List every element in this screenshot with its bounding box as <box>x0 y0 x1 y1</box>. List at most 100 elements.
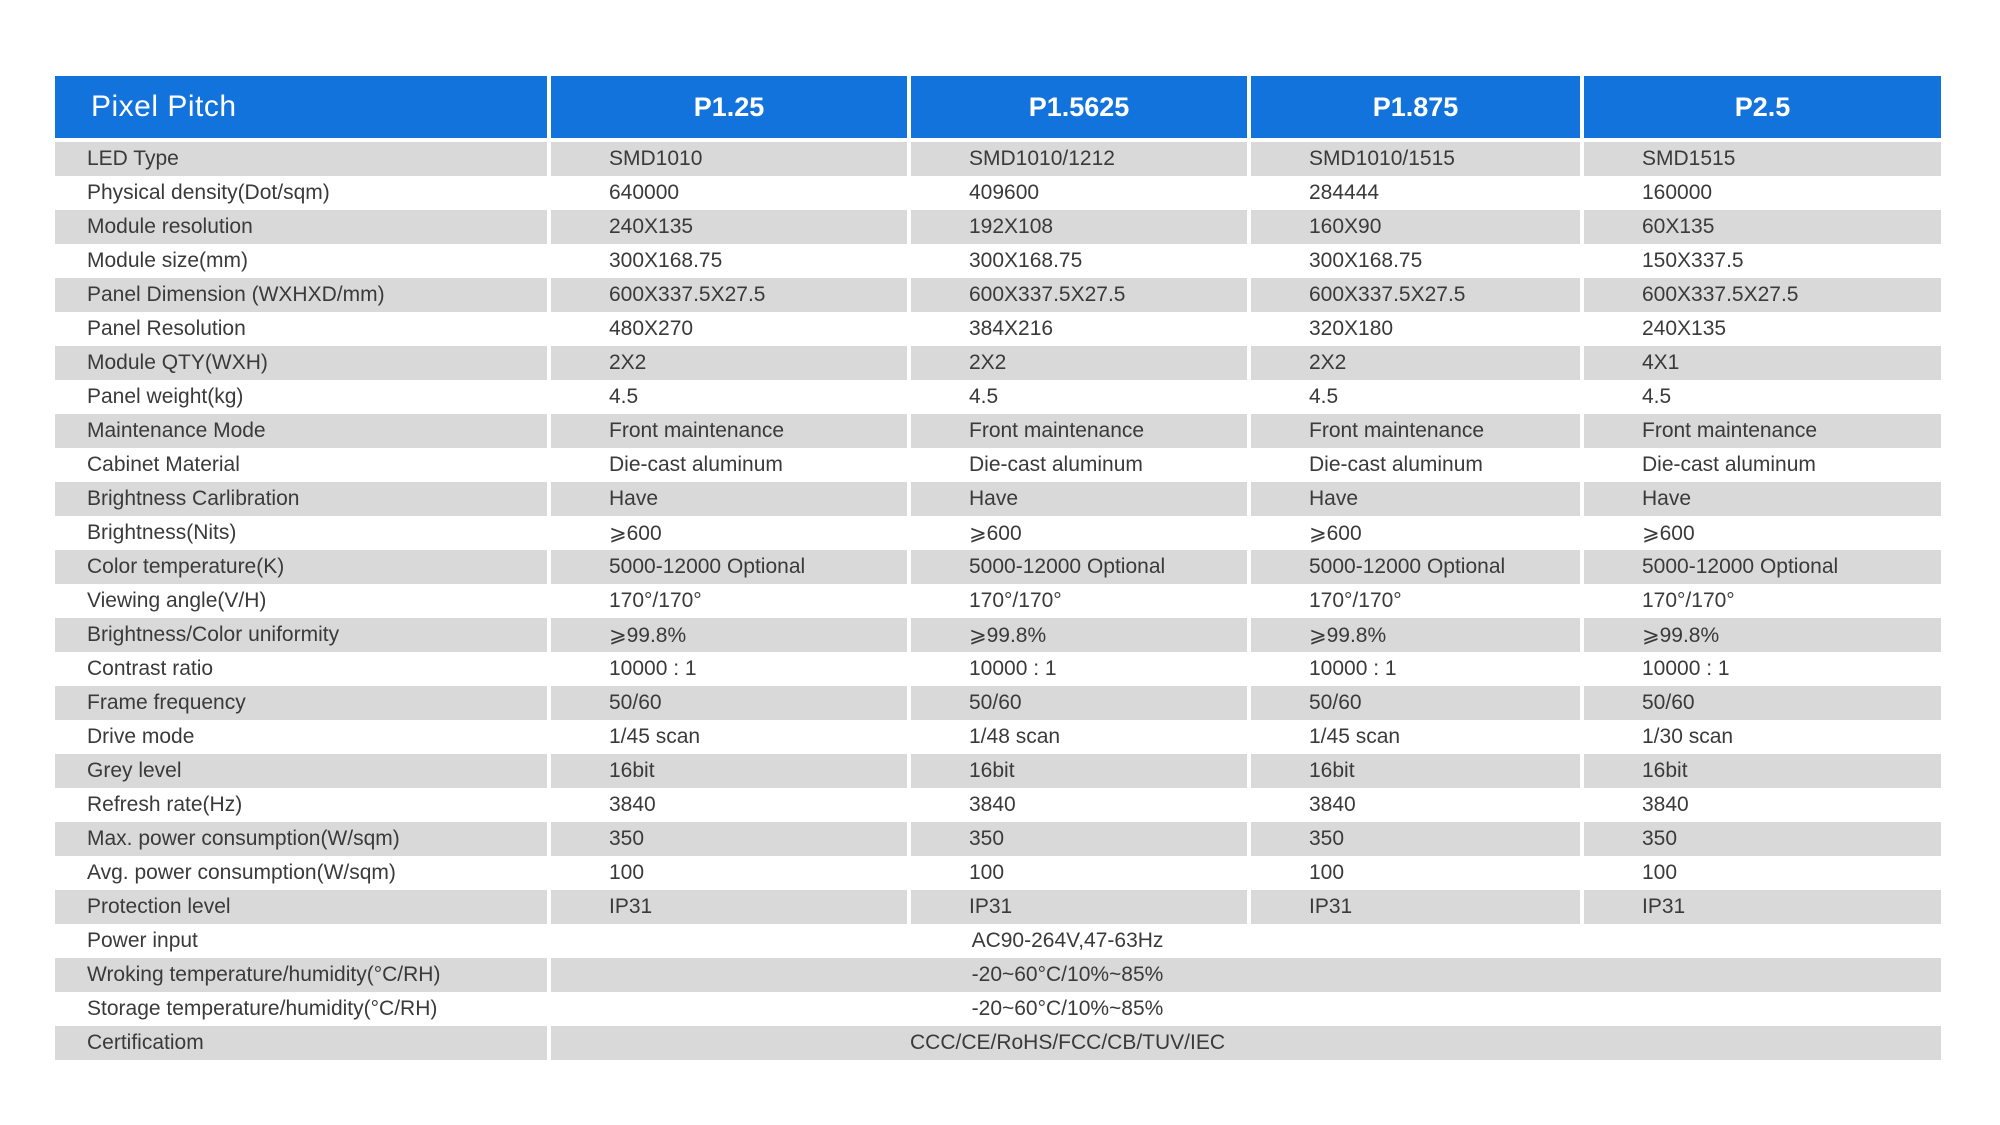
value-cell: 350 <box>551 822 907 856</box>
value-cell: Die-cast aluminum <box>1309 453 1483 476</box>
column-header-p2-5: P2.5 <box>1584 76 1941 138</box>
value-cell: Have <box>551 482 907 516</box>
table-row: Wroking temperature/humidity(°C/RH) -20~6… <box>55 958 1941 992</box>
value-cell: 1/45 scan <box>1309 725 1401 748</box>
value-cell: Front maintenance <box>911 414 1247 448</box>
value-cell: 50/60 <box>1251 686 1580 720</box>
row-label: Power input <box>87 929 198 952</box>
value-cell: 5000-12000 Optional <box>551 550 907 584</box>
row-label: Panel weight(kg) <box>87 385 244 408</box>
row-label: Brightness(Nits) <box>87 521 237 544</box>
value-cell: 100 <box>609 861 645 884</box>
value-cell: Die-cast aluminum <box>1642 453 1816 476</box>
row-label: Max. power consumption(W/sqm) <box>55 822 547 856</box>
value-cell: 300X168.75 <box>1309 249 1423 272</box>
value-cell: 50/60 <box>551 686 907 720</box>
value-cell: 4.5 <box>969 385 999 408</box>
value-cell: 320X180 <box>1309 317 1394 340</box>
table-row: Panel weight(kg) 4.5 4.5 4.5 4.5 <box>55 380 1941 414</box>
value-cell: 16bit <box>1584 754 1941 788</box>
table-row: Physical density(Dot/sqm) 640000 409600 284… <box>55 176 1941 210</box>
value-cell: Front maintenance <box>1251 414 1580 448</box>
row-label: Color temperature(K) <box>55 550 547 584</box>
value-cell: 600X337.5X27.5 <box>1584 278 1941 312</box>
value-cell: SMD1010 <box>551 142 907 176</box>
value-cell: 170°/170° <box>609 589 702 612</box>
value-cell: ⩾600 <box>969 521 1022 545</box>
row-label: Brightness Carlibration <box>55 482 547 516</box>
table-row: Brightness/Color uniformity ⩾99.8% ⩾99.8% ⩾… <box>55 618 1941 652</box>
value-cell: 192X108 <box>911 210 1247 244</box>
merged-value-cell: -20~60°C/10%~85% <box>971 997 1164 1020</box>
value-cell: SMD1010/1212 <box>911 142 1247 176</box>
table-row: Refresh rate(Hz) 3840 3840 3840 3840 <box>55 788 1941 822</box>
value-cell: 300X168.75 <box>969 249 1083 272</box>
column-header-p1-25: P1.25 <box>551 76 907 138</box>
value-cell: 50/60 <box>911 686 1247 720</box>
row-label: Panel Dimension (WXHXD/mm) <box>55 278 547 312</box>
table-row: Frame frequency 50/60 50/60 50/60 50/60 <box>55 686 1941 720</box>
value-cell: Have <box>1584 482 1941 516</box>
column-header-p1-875: P1.875 <box>1251 76 1580 138</box>
table-row: Cabinet Material Die-cast aluminum Die-cas… <box>55 448 1941 482</box>
row-label: Frame frequency <box>55 686 547 720</box>
merged-value-cell: -20~60°C/10%~85% <box>551 958 1941 992</box>
value-cell: IP31 <box>1251 890 1580 924</box>
table-row: Max. power consumption(W/sqm) 350 350 350 35… <box>55 822 1941 856</box>
value-cell: 240X135 <box>551 210 907 244</box>
value-cell: ⩾600 <box>1309 521 1362 545</box>
row-label: Cabinet Material <box>87 453 240 476</box>
value-cell: 3840 <box>1309 793 1356 816</box>
row-label: Module QTY(WXH) <box>55 346 547 380</box>
header-corner-pixel-pitch: Pixel Pitch <box>55 76 547 138</box>
value-cell: 170°/170° <box>969 589 1062 612</box>
merged-value-cell: CCC/CE/RoHS/FCC/CB/TUV/IEC <box>551 1026 1941 1060</box>
value-cell: 10000 : 1 <box>969 657 1057 680</box>
table-row: Brightness(Nits) ⩾600 ⩾600 ⩾600 ⩾600 <box>55 516 1941 550</box>
spec-table-body: LED Type SMD1010 SMD1010/1212 SMD1010/1515 S… <box>55 142 1941 1060</box>
value-cell: 600X337.5X27.5 <box>551 278 907 312</box>
row-label: Protection level <box>55 890 547 924</box>
value-cell: Have <box>1251 482 1580 516</box>
value-cell: 10000 : 1 <box>1309 657 1397 680</box>
value-cell: 300X168.75 <box>609 249 723 272</box>
value-cell: 4X1 <box>1584 346 1941 380</box>
table-header-row: Pixel Pitch P1.25 P1.5625 P1.875 P2.5 <box>55 76 1941 138</box>
table-row: Module resolution 240X135 192X108 160X90 60X… <box>55 210 1941 244</box>
table-row: Viewing angle(V/H) 170°/170° 170°/170° 170°… <box>55 584 1941 618</box>
row-label: Grey level <box>55 754 547 788</box>
table-row: Color temperature(K) 5000-12000 Optional 5… <box>55 550 1941 584</box>
table-row: Panel Dimension (WXHXD/mm) 600X337.5X27.5… <box>55 278 1941 312</box>
row-label: LED Type <box>55 142 547 176</box>
row-label: Refresh rate(Hz) <box>87 793 243 816</box>
value-cell: 170°/170° <box>1309 589 1402 612</box>
value-cell: 1/45 scan <box>609 725 701 748</box>
value-cell: 60X135 <box>1584 210 1941 244</box>
row-label: Wroking temperature/humidity(°C/RH) <box>55 958 547 992</box>
value-cell: 600X337.5X27.5 <box>911 278 1247 312</box>
value-cell: IP31 <box>1584 890 1941 924</box>
row-label: Physical density(Dot/sqm) <box>87 181 330 204</box>
table-row: Module size(mm) 300X168.75 300X168.75 300X1… <box>55 244 1941 278</box>
value-cell: 10000 : 1 <box>609 657 697 680</box>
row-label: Certificatiom <box>55 1026 547 1060</box>
table-row: Storage temperature/humidity(°C/RH) -20~6… <box>55 992 1941 1026</box>
value-cell: 284444 <box>1309 181 1380 204</box>
value-cell: 2X2 <box>911 346 1247 380</box>
value-cell: ⩾99.8% <box>1584 618 1941 652</box>
value-cell: 600X337.5X27.5 <box>1251 278 1580 312</box>
row-label: Brightness/Color uniformity <box>55 618 547 652</box>
value-cell: 4.5 <box>1642 385 1672 408</box>
value-cell: 1/48 scan <box>969 725 1061 748</box>
table-row: Brightness Carlibration Have Have Have Have <box>55 482 1941 516</box>
value-cell: 3840 <box>1642 793 1689 816</box>
value-cell: 5000-12000 Optional <box>911 550 1247 584</box>
table-row: Protection level IP31 IP31 IP31 IP31 <box>55 890 1941 924</box>
value-cell: ⩾600 <box>1642 521 1695 545</box>
table-row: Module QTY(WXH) 2X2 2X2 2X2 4X1 <box>55 346 1941 380</box>
value-cell: 384X216 <box>969 317 1054 340</box>
value-cell: Front maintenance <box>551 414 907 448</box>
value-cell: 3840 <box>609 793 656 816</box>
table-row: Grey level 16bit 16bit 16bit 16bit <box>55 754 1941 788</box>
